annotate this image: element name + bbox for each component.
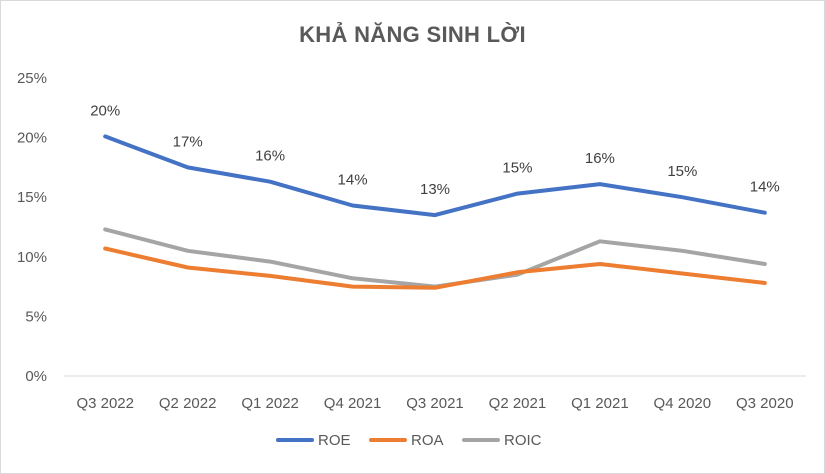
x-tick-label: Q3 2022 (76, 395, 134, 412)
x-tick-label: Q1 2021 (571, 395, 629, 412)
legend-label-roe: ROE (318, 432, 351, 449)
data-label: 17% (173, 133, 203, 150)
data-label: 14% (338, 172, 368, 189)
data-label: 15% (667, 163, 697, 180)
x-tick-label: Q4 2020 (654, 395, 712, 412)
series-line-roa (103, 246, 767, 290)
legend-label-roa: ROA (411, 432, 444, 449)
x-tick-label: Q3 2020 (736, 395, 794, 412)
y-tick-label: 20% (17, 130, 47, 147)
data-label: 20% (90, 102, 120, 119)
y-tick-label: 25% (17, 70, 47, 87)
x-tick-label: Q2 2022 (159, 395, 217, 412)
data-label: 15% (502, 160, 532, 177)
x-tick-label: Q3 2021 (406, 395, 464, 412)
series-line-roic (103, 227, 767, 289)
x-tick-label: Q2 2021 (489, 395, 547, 412)
y-tick-label: 15% (17, 189, 47, 206)
data-label: 16% (255, 148, 285, 165)
legend-label-roic: ROIC (504, 432, 542, 449)
data-label: 13% (420, 181, 450, 198)
y-tick-label: 10% (17, 249, 47, 266)
y-tick-label: 0% (25, 368, 47, 385)
x-tick-label: Q1 2022 (241, 395, 299, 412)
x-tick-label: Q4 2021 (324, 395, 382, 412)
series-line-roe (103, 134, 767, 218)
y-tick-label: 5% (25, 308, 47, 325)
data-label: 14% (750, 179, 780, 196)
chart-title: KHẢ NĂNG SINH LỜI (299, 22, 526, 47)
data-label: 16% (585, 150, 615, 167)
